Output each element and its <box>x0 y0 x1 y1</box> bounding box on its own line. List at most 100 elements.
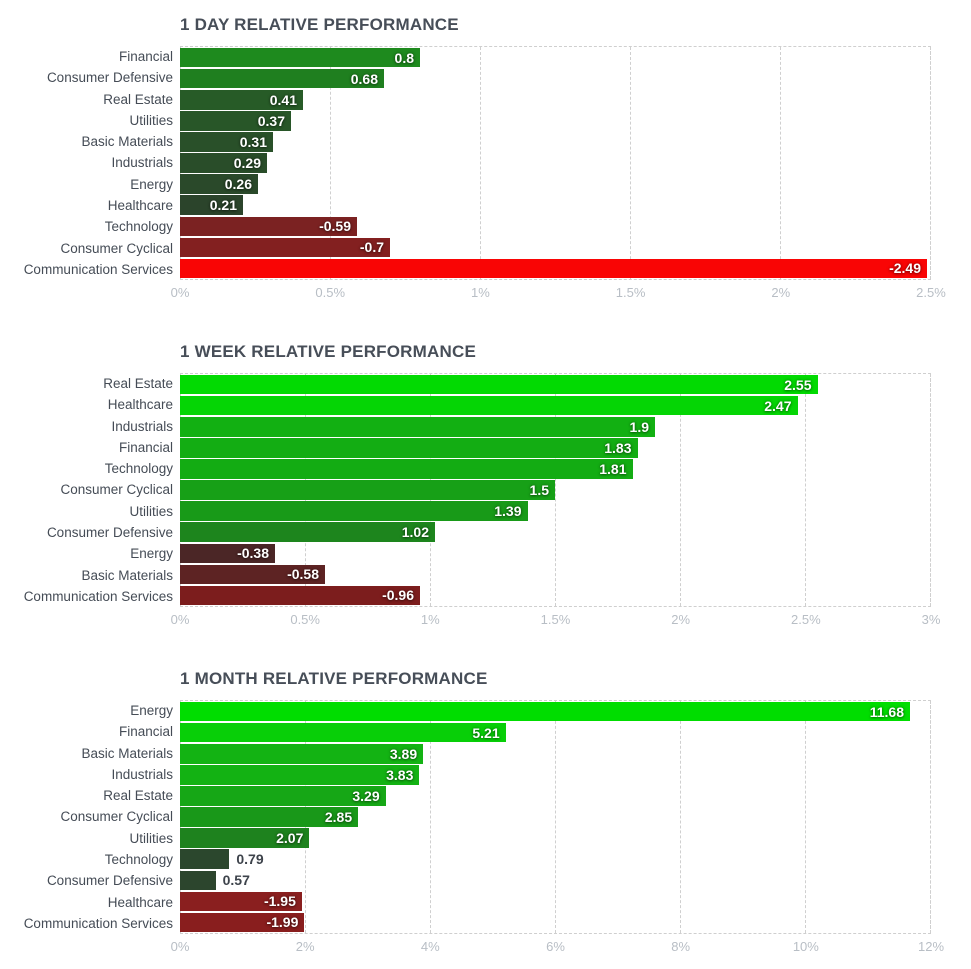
x-tick-label: 0% <box>170 939 190 954</box>
category-label: Financial <box>118 49 173 65</box>
value-label: 0.26 <box>224 176 252 193</box>
bar-row: -1.99 <box>180 912 930 933</box>
bar: -0.58 <box>180 564 325 585</box>
x-tick-label: 1% <box>420 612 440 627</box>
bar: 2.55 <box>180 374 818 395</box>
value-label: 1.39 <box>494 503 522 520</box>
bar-row: 0.31 <box>180 131 930 152</box>
value-label: 1.81 <box>599 460 627 477</box>
bar-row: 2.55 <box>180 374 930 395</box>
bar: 0.31 <box>180 132 273 152</box>
value-label: 0.57 <box>222 872 250 889</box>
bar-row: 2.07 <box>180 828 930 849</box>
category-label: Energy <box>130 703 173 719</box>
chart-title: 1 MONTH RELATIVE PERFORMANCE <box>180 669 488 688</box>
plot-area: 2.55 2.47 1.9 1.83 1.81 1.5 1.39 1.02 -0.38 -0.58… <box>180 373 931 607</box>
bar: 1.83 <box>180 438 638 458</box>
bar-row: 1.02 <box>180 522 930 543</box>
value-label: 5.21 <box>472 724 500 741</box>
bar-row: -2.49 <box>180 258 930 279</box>
value-label: -0.7 <box>359 239 384 256</box>
bar: 11.68 <box>180 701 910 722</box>
gridline <box>555 374 556 606</box>
gridline <box>630 47 631 279</box>
x-tick-label: 2% <box>295 939 315 954</box>
category-label: Energy <box>130 546 173 562</box>
bar: -1.99 <box>180 912 305 933</box>
x-axis: 0% 2% 4% 6% 8% 10% 12% <box>171 934 944 956</box>
category-label: Industrials <box>111 766 173 782</box>
bar: 0.68 <box>180 68 384 89</box>
gridline <box>430 701 431 933</box>
bar-row: 5.21 <box>180 722 930 743</box>
bar: -1.95 <box>180 891 302 912</box>
plot-area: 0.8 0.68 0.41 0.37 0.31 0.29 0.26 0.21 -0.59 -0.7… <box>180 46 931 280</box>
x-tick-label: 0.5% <box>315 285 346 300</box>
x-tick-label: 2.5% <box>916 285 946 300</box>
bar: 0.29 <box>180 153 267 173</box>
value-label: -0.38 <box>237 545 269 562</box>
bar: 0.41 <box>180 89 303 110</box>
category-label: Basic Materials <box>81 567 173 583</box>
value-label: -1.99 <box>266 914 299 931</box>
x-tick-label: 8% <box>671 939 691 954</box>
value-label: 1.9 <box>629 418 649 435</box>
bar-row: 3.83 <box>180 764 930 785</box>
value-label: 0.79 <box>236 851 264 868</box>
x-tick-label: 2% <box>771 285 791 300</box>
value-label: 0.21 <box>209 197 237 214</box>
value-label: 0.31 <box>239 133 267 150</box>
gridline <box>930 47 931 279</box>
value-label: 11.68 <box>869 703 904 720</box>
bar-row: 0.37 <box>180 110 930 131</box>
value-label: 1.83 <box>604 439 632 456</box>
bar-row: 3.29 <box>180 785 930 806</box>
category-label: Communication Services <box>23 915 173 931</box>
category-label: Real Estate <box>103 376 173 392</box>
x-tick-label: 1.5% <box>540 612 571 627</box>
bar-row: 1.39 <box>180 501 930 522</box>
x-axis: 0% 0.5% 1% 1.5% 2% 2.5% <box>171 280 946 302</box>
value-label: 0.29 <box>233 155 261 172</box>
chart-body: Real Estate Healthcare Industrials Financia… <box>0 373 931 607</box>
category-label: Industrials <box>111 418 173 434</box>
bar-row: 0.8 <box>180 47 930 68</box>
category-label: Healthcare <box>107 397 173 413</box>
bar: 1.02 <box>180 522 435 542</box>
x-tick-label: 2% <box>671 612 691 627</box>
bar: -2.49 <box>180 258 927 279</box>
chart-1-week-relative-performance: 1 WEEK RELATIVE PERFORMANCE Real Estate H… <box>0 341 941 629</box>
category-label: Healthcare <box>107 894 173 910</box>
bar-row: 1.83 <box>180 437 930 458</box>
gridline <box>555 701 556 933</box>
chart-1-day-relative-performance: 1 DAY RELATIVE PERFORMANCE Financial Cons… <box>0 14 946 302</box>
bar: 3.89 <box>180 743 424 764</box>
category-label: Technology <box>104 851 173 867</box>
value-label: 2.55 <box>784 376 812 393</box>
chart-body: Energy Financial Basic Materials Industrial… <box>0 700 931 934</box>
bar: -0.38 <box>180 543 275 564</box>
chart-body: Financial Consumer Defensive Real Estate Ut… <box>0 46 931 280</box>
value-label: 3.83 <box>386 766 414 783</box>
x-tick-label: 3% <box>921 612 941 627</box>
category-label: Real Estate <box>103 91 173 107</box>
chart-title: 1 DAY RELATIVE PERFORMANCE <box>180 15 459 34</box>
bar: 3.83 <box>180 765 420 785</box>
gridline <box>930 701 931 933</box>
category-label: Basic Materials <box>81 745 173 761</box>
category-label: Healthcare <box>107 197 173 213</box>
x-tick-label: 12% <box>917 939 945 954</box>
bar-row: 1.81 <box>180 458 930 479</box>
category-label: Industrials <box>111 155 173 171</box>
value-label: -0.96 <box>382 587 414 604</box>
chart-title: 1 WEEK RELATIVE PERFORMANCE <box>180 342 476 361</box>
category-label: Technology <box>104 461 173 477</box>
plot-area: 11.68 5.21 3.89 3.83 3.29 2.85 2.07 0.79 0.57 -1.… <box>180 700 931 934</box>
gridline <box>805 374 806 606</box>
chart-1-month-relative-performance: 1 MONTH RELATIVE PERFORMANCE Energy Finan… <box>0 668 944 956</box>
x-tick-label: 10% <box>792 939 819 954</box>
bar: 0.26 <box>180 174 258 194</box>
category-label: Financial <box>118 439 173 455</box>
bar <box>180 870 216 891</box>
